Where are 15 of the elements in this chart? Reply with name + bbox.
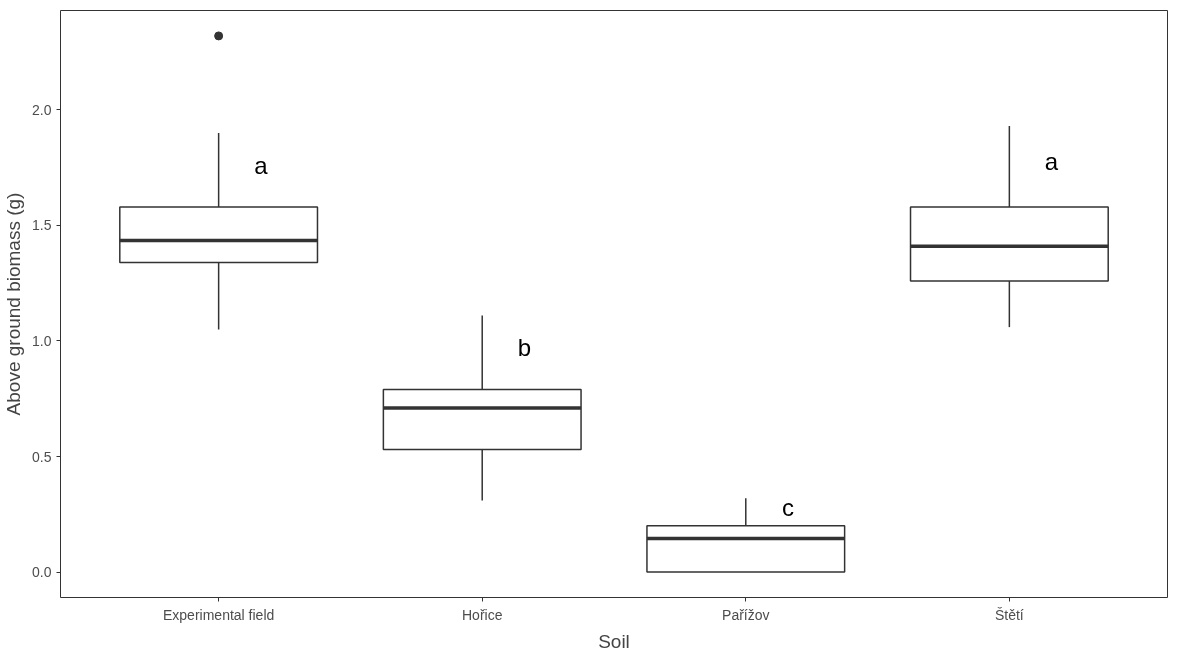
y-tick-label: 0.5 — [32, 448, 52, 465]
y-tick-label: 2.0 — [32, 101, 52, 118]
x-tick-label: Štětí — [994, 606, 1024, 623]
y-tick-label: 0.0 — [32, 564, 52, 581]
annotation: c — [781, 493, 794, 521]
y-tick-label: 1.5 — [32, 217, 52, 234]
x-tick-label: Hořice — [461, 606, 503, 623]
annotation: b — [517, 334, 532, 362]
y-tick-label: 1.0 — [32, 332, 52, 349]
x-axis-title: Soil — [598, 630, 630, 652]
y-axis-title: Above ground biomass (g) — [3, 192, 25, 416]
x-tick-label: Pařížov — [722, 606, 770, 623]
annotation: a — [254, 151, 269, 179]
annotation: a — [1044, 148, 1059, 176]
x-tick-label: Experimental field — [163, 606, 275, 623]
